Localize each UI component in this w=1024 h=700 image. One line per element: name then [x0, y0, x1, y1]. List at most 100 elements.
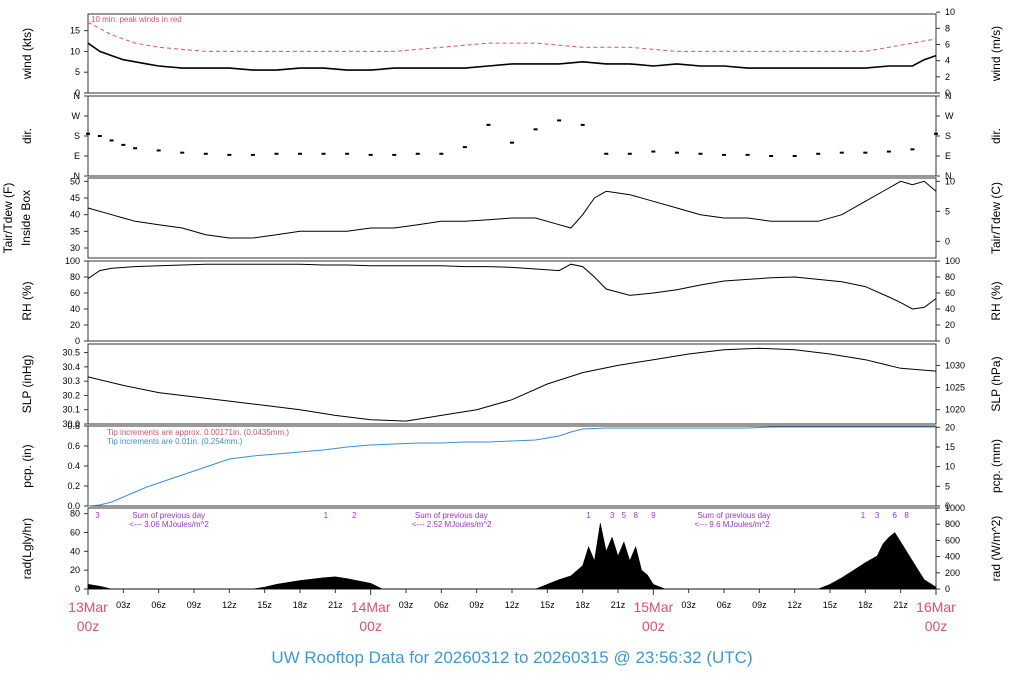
- time-tick-label: 15z: [823, 600, 838, 610]
- rad-area: [87, 523, 937, 590]
- dir-point: [627, 152, 632, 155]
- wind-left-tick-label: 5: [75, 67, 80, 77]
- rh-right-tick-label: 40: [945, 304, 955, 314]
- rad-right-tick-label: 1000: [945, 503, 965, 513]
- time-tick-label: 12z: [222, 600, 237, 610]
- dir-point: [792, 155, 797, 157]
- day-label-hour: 00z: [77, 618, 100, 634]
- wind-panel-frame: [87, 13, 937, 94]
- time-tick-label: 03z: [399, 600, 414, 610]
- dir-point: [180, 151, 185, 154]
- pcp-right-tick-label: 15: [945, 442, 955, 452]
- temp-left-tick-label: 30: [70, 243, 80, 253]
- rad-right-tick-label: 800: [945, 519, 960, 529]
- dir-point: [674, 151, 679, 154]
- rad-right-tick-label: 600: [945, 535, 960, 545]
- slp-panel-frame: [87, 343, 937, 425]
- day-label-hour: 00z: [925, 618, 948, 634]
- rh-right-tick-label: 100: [945, 256, 960, 266]
- slp-left-tick-label: 30.3: [62, 376, 80, 386]
- slp-left-tick-label: 30.0: [62, 419, 80, 429]
- rad-hour-mark: 3: [95, 511, 100, 520]
- day-label-date: 15Mar: [633, 599, 673, 615]
- wind-left-tick-label: 15: [70, 26, 80, 36]
- dir-point: [97, 135, 102, 137]
- time-tick-label: 06z: [434, 600, 449, 610]
- time-tick-label: 18z: [858, 600, 873, 610]
- rad-panel-frame: [87, 507, 937, 590]
- time-tick-label: 15z: [257, 600, 272, 610]
- dir-point: [698, 152, 703, 155]
- temp-ylabel-right: Tair/Tdew (C): [989, 182, 1003, 254]
- rad-ylabel-left: rad(Lgly/hr): [20, 518, 34, 579]
- dir-right-tick-label: S: [945, 131, 951, 141]
- dir-point: [439, 152, 444, 155]
- dir-point: [934, 132, 938, 135]
- rh-left-tick-label: 100: [65, 256, 80, 266]
- rad-right-tick-label: 200: [945, 568, 960, 578]
- rh-left-tick-label: 60: [70, 288, 80, 298]
- rad-hour-mark: 1: [861, 511, 866, 520]
- dir-point: [250, 153, 255, 156]
- dir-point: [133, 147, 138, 150]
- rad-left-tick-label: 0: [75, 584, 80, 594]
- temp-panel-frame: [87, 177, 937, 259]
- wind-right-tick-label: 0: [945, 88, 950, 98]
- dir-point: [839, 151, 844, 154]
- dir-point: [580, 123, 585, 126]
- dir-point: [274, 152, 279, 155]
- dir-point: [345, 152, 350, 155]
- pcp-note-blue: Tip increments are 0.01in. (0.254mm.): [107, 437, 243, 446]
- dir-ylabel-left: dir.: [20, 128, 34, 144]
- rad-left-tick-label: 40: [70, 546, 80, 556]
- dir-right-tick-label: N: [945, 171, 952, 181]
- rh-ylabel-left: RH (%): [20, 281, 34, 320]
- time-tick-label: 03z: [116, 600, 131, 610]
- temp-left-tick-label: 35: [70, 226, 80, 236]
- dir-right-tick-label: W: [945, 111, 954, 121]
- dir-right-tick-label: E: [945, 151, 951, 161]
- dir-point: [604, 152, 609, 155]
- pcp-left-tick-label: 0.4: [67, 461, 80, 471]
- pcp-ylabel-left: pcp. (in): [20, 444, 34, 487]
- rh-left-tick-label: 20: [70, 320, 80, 330]
- time-tick-label: 18z: [575, 600, 590, 610]
- time-tick-label: 12z: [505, 600, 520, 610]
- slp-left-tick-label: 30.4: [62, 362, 80, 372]
- dir-point: [462, 146, 467, 149]
- dir-point: [816, 152, 821, 155]
- time-tick-label: 12z: [787, 600, 802, 610]
- time-tick-label: 21z: [611, 600, 626, 610]
- temp-left-tick-label: 45: [70, 193, 80, 203]
- time-tick-label: 15z: [540, 600, 555, 610]
- slp-ylabel-right: SLP (hPa): [989, 356, 1003, 411]
- dir-right-tick-label: N: [945, 91, 952, 101]
- dir-point: [156, 149, 161, 152]
- wind-right-tick-label: 2: [945, 72, 950, 82]
- time-tick-label: 09z: [752, 600, 767, 610]
- dir-left-tick-label: S: [74, 131, 80, 141]
- pcp-right-tick-label: 0: [945, 501, 950, 511]
- slp-right-tick-label: 1020: [945, 405, 965, 415]
- temp-ylabel-left: Tair/Tdew (F): [1, 183, 15, 254]
- rad-hour-mark: 3: [875, 511, 880, 520]
- slp-right-tick-label: 1030: [945, 360, 965, 370]
- wind-ylabel-right: wind (m/s): [989, 26, 1003, 82]
- rad-hour-mark: 2: [352, 511, 357, 520]
- rad-day-sum-line1: Sum of previous day: [415, 511, 488, 520]
- day-label-date: 14Mar: [351, 599, 391, 615]
- slp-left-tick-label: 30.5: [62, 348, 80, 358]
- wind-right-tick-label: 10: [945, 7, 955, 17]
- dir-left-tick-label: N: [74, 171, 81, 181]
- dir-point: [863, 151, 868, 154]
- time-tick-label: 18z: [293, 600, 308, 610]
- dir-point: [722, 153, 726, 156]
- temp-right-tick-label: 10: [945, 176, 955, 186]
- slp-left-tick-label: 30.2: [62, 390, 80, 400]
- dir-point: [298, 152, 302, 155]
- time-tick-label: 21z: [328, 600, 343, 610]
- time-tick-label: 21z: [893, 600, 908, 610]
- time-tick-label: 09z: [187, 600, 202, 610]
- pcp-right-tick-label: 10: [945, 462, 955, 472]
